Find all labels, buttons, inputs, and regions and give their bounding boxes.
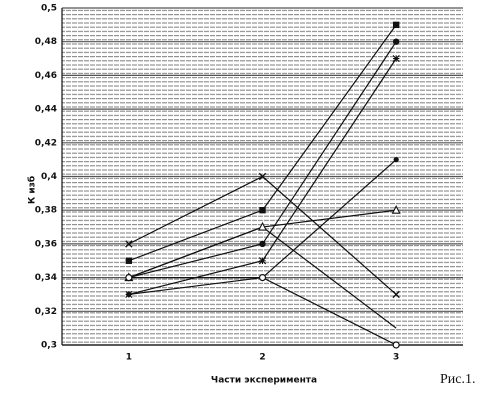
x-tick-label: 1	[126, 353, 132, 363]
y-tick-label: 0,46	[35, 71, 57, 81]
marker	[259, 240, 266, 248]
marker	[392, 21, 400, 29]
y-tick-label: 0,36	[35, 239, 57, 249]
y-tick-label: 0,42	[35, 138, 57, 148]
marker	[125, 274, 133, 282]
x-tick-label: 2	[259, 353, 265, 363]
marker	[126, 291, 132, 298]
marker	[392, 54, 400, 63]
y-tick-label: 0,34	[35, 273, 57, 283]
marker	[392, 341, 400, 349]
marker	[391, 204, 401, 214]
marker	[258, 172, 267, 181]
marker	[125, 257, 133, 264]
marker	[392, 290, 400, 299]
y-tick-label: 0,48	[35, 37, 57, 47]
marker	[258, 274, 267, 282]
x-tick-label: 3	[393, 353, 399, 363]
x-axis-label: Части эксперимента	[211, 376, 317, 386]
y-tick-label: 0,5	[41, 4, 57, 14]
y-tick-label: 0,4	[41, 172, 57, 182]
y-tick-label: 0,32	[35, 307, 57, 317]
y-tick-label: 0,44	[35, 105, 57, 115]
marker	[258, 257, 267, 265]
y-tick-label: 0,38	[35, 206, 57, 216]
marker	[257, 221, 268, 231]
y-tick-label: 0,3	[41, 341, 57, 351]
y-axis-label: К изб	[27, 176, 38, 204]
marker	[393, 157, 399, 163]
marker	[392, 38, 400, 45]
marker	[125, 240, 133, 248]
figure-caption: Рис.1.	[440, 372, 476, 387]
marker	[259, 207, 266, 214]
